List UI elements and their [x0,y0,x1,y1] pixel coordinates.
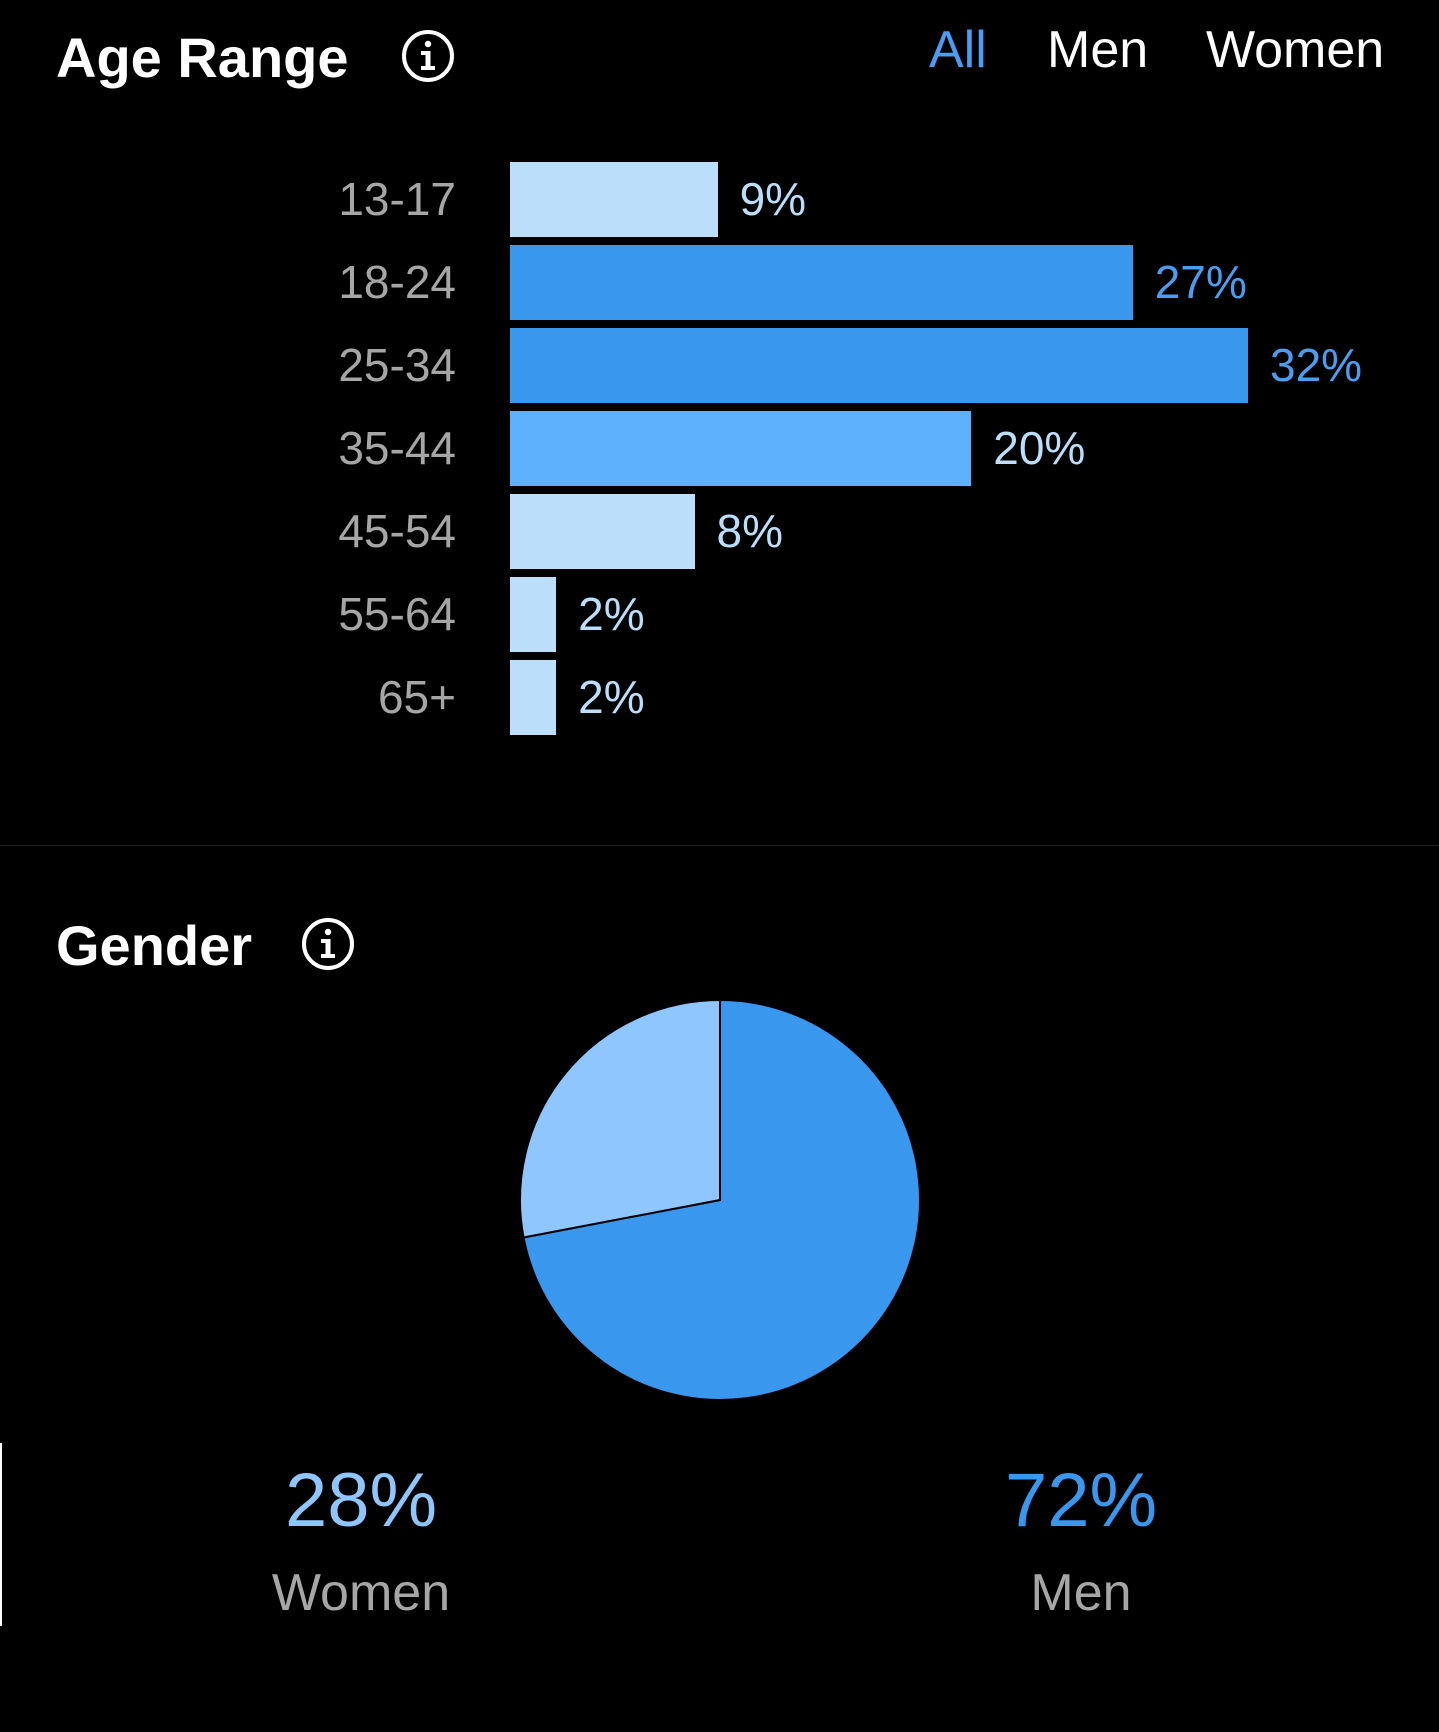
info-icon[interactable] [400,28,456,84]
section-divider [0,845,1439,846]
gender-pie-chart [519,998,921,1401]
women-percent: 28% [284,1458,438,1543]
age-bar-18-24 [510,245,1133,320]
age-bar-35-44 [510,411,972,486]
age-bar-65+ [510,660,557,735]
age-bar-value-55-64: 2% [578,588,645,640]
tab-all[interactable]: All [929,21,987,79]
age-bar-45-54 [510,494,695,569]
age-range-title: Age Range [56,26,349,89]
pie-slice-men [522,998,921,1401]
age-label-35-44: 35-44 [338,422,456,474]
pie-slice-women [519,998,721,1239]
women-label: Women [271,1564,451,1622]
gender-title: Gender [56,914,253,977]
age-bar-value-13-17: 9% [739,173,807,225]
age-label-18-24: 18-24 [338,256,456,308]
tab-women[interactable]: Women [1206,21,1385,79]
men-percent: 72% [1004,1458,1158,1543]
age-bar-value-65+: 2% [578,671,645,723]
age-bar-value-18-24: 27% [1154,256,1247,308]
info-icon[interactable] [300,916,356,972]
age-label-55-64: 55-64 [338,588,456,640]
age-bar-13-17 [510,162,718,237]
age-label-13-17: 13-17 [338,173,456,225]
age-bar-value-25-34: 32% [1270,339,1363,391]
age-bar-25-34 [510,328,1248,403]
age-label-65+: 65+ [377,671,456,723]
edge-line [0,1443,2,1626]
men-label: Men [1030,1564,1132,1622]
age-bar-55-64 [510,577,557,652]
tab-men[interactable]: Men [1047,21,1149,79]
age-bar-value-45-54: 8% [716,505,783,557]
age-label-25-34: 25-34 [338,339,456,391]
age-label-45-54: 45-54 [338,505,456,557]
age-bar-value-35-44: 20% [993,422,1086,474]
